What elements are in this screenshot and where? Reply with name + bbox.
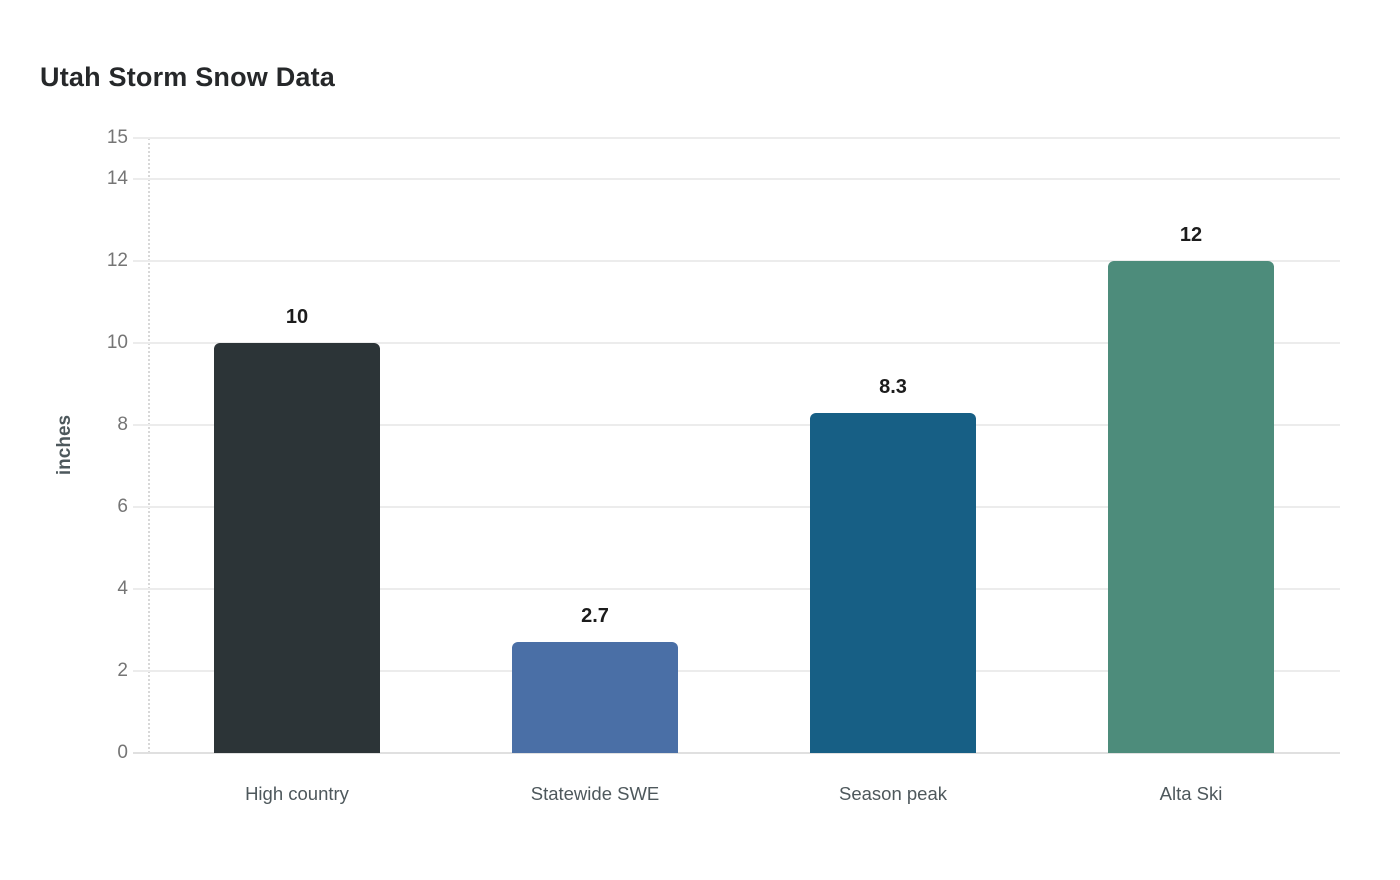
x-category-label-season-peak: Season peak <box>838 783 947 804</box>
y-axis-tick-mark <box>133 752 148 754</box>
bar-value-label-alta-ski: 12 <box>1179 224 1203 246</box>
y-axis-tick-mark <box>133 506 148 508</box>
y-axis-tick-label: 14 <box>106 168 128 189</box>
gridline-0 <box>148 752 1340 754</box>
y-axis-tick-mark <box>133 588 148 590</box>
y-axis-tick-mark <box>133 178 148 180</box>
plot-area: 10 2.7 8.3 12 <box>148 137 1340 754</box>
bar-value-label-season-peak: 8.3 <box>879 375 907 398</box>
bar-value-label-statewide-swe: 2.7 <box>581 605 609 628</box>
x-category-label-high-country: High country <box>245 783 349 804</box>
chart-title: Utah Storm Snow Data <box>40 62 336 92</box>
y-axis-tick-label: 15 <box>106 127 128 148</box>
gridline-2 <box>148 670 1340 672</box>
bar-high-country <box>214 343 380 753</box>
y-axis-tick-mark <box>133 137 148 139</box>
y-axis-tick-label: 6 <box>117 496 128 517</box>
bar-value-label-high-country: 10 <box>285 306 309 328</box>
y-axis-tick-label: 2 <box>117 660 128 681</box>
gridline-8 <box>148 424 1340 426</box>
y-axis-tick-mark <box>133 260 148 262</box>
gridline-6 <box>148 506 1340 508</box>
gridline-15 <box>148 137 1340 139</box>
y-axis-tick-label: 4 <box>117 578 128 599</box>
y-axis-tick-label: 12 <box>106 250 128 271</box>
gridline-10 <box>148 342 1340 344</box>
y-axis-tick-mark <box>133 424 148 426</box>
y-axis-tick-mark <box>133 670 148 672</box>
gridline-14 <box>148 178 1340 180</box>
bar-season-peak <box>810 412 976 753</box>
gridline-4 <box>148 588 1340 590</box>
y-axis-line <box>148 138 150 753</box>
y-axis-tick-mark <box>133 342 148 344</box>
y-axis-tick-label: 8 <box>117 414 128 435</box>
gridline-12 <box>148 260 1340 262</box>
x-category-label-alta-ski: Alta Ski <box>1159 783 1223 804</box>
bar-statewide-swe <box>512 642 678 753</box>
bar-alta-ski <box>1108 261 1274 753</box>
y-axis-tick-label: 10 <box>106 332 128 353</box>
x-category-label-statewide-swe: Statewide SWE <box>530 783 660 804</box>
y-axis-tick-label: 0 <box>117 742 128 763</box>
